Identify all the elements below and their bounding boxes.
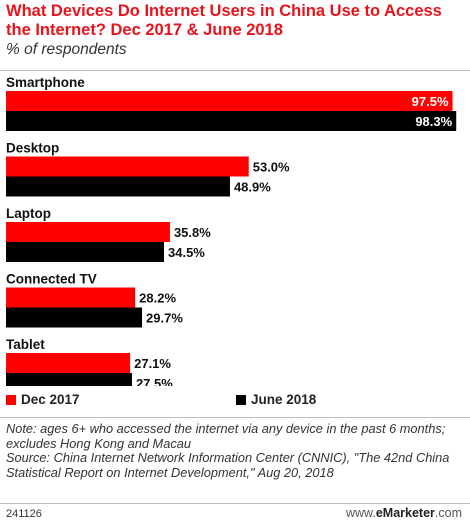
bar-june-2018: [6, 373, 132, 386]
legend-label: Dec 2017: [21, 392, 80, 407]
bar-june-2018: [6, 242, 165, 262]
bar-june-2018: [6, 111, 457, 131]
category-label: Connected TV: [6, 272, 97, 287]
bar-dec-2017: [6, 222, 170, 242]
category-label: Smartphone: [6, 75, 85, 90]
footer-divider: [0, 503, 470, 504]
legend-item-dec-2017: Dec 2017: [6, 392, 80, 407]
chart-id: 241126: [6, 508, 42, 520]
legend-swatch-black: [236, 394, 246, 405]
data-label: 98.3%: [415, 114, 452, 129]
legend-item-june-2018: June 2018: [236, 392, 316, 407]
category-label: Desktop: [6, 141, 59, 156]
top-divider: [0, 70, 470, 71]
source-text: Source: China Internet Network Informati…: [6, 450, 450, 480]
brand-name: eMarketer: [375, 506, 435, 520]
brand-suffix: .com: [434, 506, 462, 520]
chart-notes: Note: ages 6+ who accessed the internet …: [6, 421, 464, 480]
bar-dec-2017: [6, 91, 453, 111]
data-label: 29.7%: [146, 311, 183, 326]
data-label: 27.1%: [134, 356, 171, 371]
chart-title: What Devices Do Internet Users in China …: [6, 2, 442, 39]
chart-subtitle: % of respondents: [6, 41, 127, 58]
note-divider: [0, 417, 470, 418]
legend-label: June 2018: [251, 392, 317, 407]
data-label: 35.8%: [174, 225, 211, 240]
data-label: 28.2%: [139, 291, 176, 306]
brand-link[interactable]: www.eMarketer.com: [346, 506, 462, 520]
category-label: Tablet: [6, 337, 45, 352]
bar-june-2018: [6, 176, 230, 197]
data-label: 97.5%: [412, 94, 449, 109]
category-label: Laptop: [6, 206, 51, 221]
bar-chart: Smartphone 97.5% 98.3% Desktop 53.0% 48.9% Lap…: [6, 75, 457, 386]
data-label: 53.0%: [253, 160, 290, 175]
note-text: Note: ages 6+ who accessed the internet …: [6, 421, 446, 451]
legend-swatch-red: [6, 394, 16, 405]
data-label: 48.9%: [234, 180, 271, 195]
bar-june-2018: [6, 307, 143, 328]
bar-dec-2017: [6, 287, 136, 308]
bar-dec-2017: [6, 156, 249, 177]
bar-dec-2017: [6, 353, 131, 373]
brand-prefix: www.: [345, 506, 376, 520]
data-label: 27.5%: [136, 376, 173, 386]
data-label: 34.5%: [168, 245, 205, 260]
